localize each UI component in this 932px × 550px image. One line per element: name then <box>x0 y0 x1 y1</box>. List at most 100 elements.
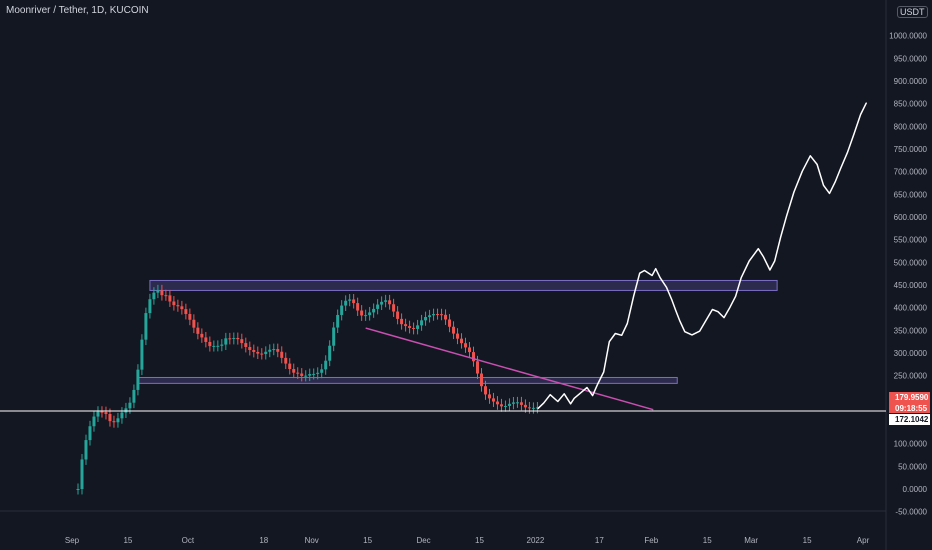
x-tick-label: 15 <box>803 536 812 545</box>
price-badges: 179.9590 09:18:55 172.1042 <box>889 392 930 425</box>
x-tick-label: 15 <box>703 536 712 545</box>
y-tick-label: 250.0000 <box>894 372 928 381</box>
candle <box>308 374 312 376</box>
y-tick-label: 850.0000 <box>894 100 928 109</box>
candle <box>172 301 176 306</box>
candle <box>256 351 260 354</box>
candle <box>507 403 511 406</box>
y-tick-label: 350.0000 <box>894 326 928 335</box>
candle <box>116 418 120 423</box>
candle <box>152 292 156 300</box>
candle <box>228 338 232 340</box>
candle <box>436 314 440 316</box>
chart-title: Moonriver / Tether, 1D, KUCOIN <box>6 5 149 16</box>
candle <box>208 341 212 347</box>
candle <box>248 346 252 351</box>
candle <box>132 389 136 403</box>
zone-1 <box>149 279 778 291</box>
candle <box>108 413 112 422</box>
candle <box>368 312 372 316</box>
candle <box>420 320 424 326</box>
horizontal-line-label: 172.1042 <box>895 415 929 424</box>
y-tick-label: 100.0000 <box>894 440 928 449</box>
candle <box>304 375 308 377</box>
candle <box>156 290 160 293</box>
x-tick-label: 2022 <box>527 536 545 545</box>
candle <box>531 407 535 409</box>
candle <box>148 299 152 314</box>
candle <box>196 327 200 334</box>
x-tick-label: 15 <box>475 536 484 545</box>
candle <box>491 398 495 402</box>
projection-path <box>537 102 867 410</box>
candle <box>276 349 280 352</box>
y-tick-label: 500.0000 <box>894 258 928 267</box>
candle <box>360 310 364 316</box>
horizontal-line-badge <box>889 414 930 425</box>
candle <box>296 372 300 374</box>
candle <box>456 333 460 339</box>
y-tick-label: 0.0000 <box>903 485 928 494</box>
candle <box>468 347 472 353</box>
candle <box>464 343 468 348</box>
candle <box>104 412 108 414</box>
candle <box>483 386 487 395</box>
y-tick-label: 1000.0000 <box>889 32 927 41</box>
candle <box>392 304 396 312</box>
x-tick-label: 18 <box>259 536 268 545</box>
candle <box>336 314 340 328</box>
x-tick-label: Sep <box>65 536 80 545</box>
candle <box>428 315 432 318</box>
y-tick-label: 550.0000 <box>894 236 928 245</box>
candle <box>212 345 216 347</box>
candle <box>412 327 416 329</box>
x-tick-label: Oct <box>182 536 195 545</box>
x-tick-label: Mar <box>744 536 758 545</box>
zone-2 <box>137 376 678 384</box>
candle <box>320 369 324 373</box>
drawings <box>0 102 886 412</box>
candle <box>252 350 256 352</box>
y-tick-label: 450.0000 <box>894 281 928 290</box>
y-tick-label: 750.0000 <box>894 145 928 154</box>
candle <box>344 300 348 306</box>
candle <box>164 295 168 297</box>
candle <box>476 361 479 374</box>
candle <box>260 353 264 355</box>
candle <box>472 352 476 362</box>
countdown-badge <box>889 403 930 413</box>
candle <box>76 489 80 490</box>
candle <box>424 317 428 321</box>
x-tick-label: Nov <box>305 536 319 545</box>
candle <box>487 394 491 399</box>
candle <box>495 401 499 405</box>
candle <box>84 440 88 460</box>
x-tick-label: 17 <box>595 536 604 545</box>
candle <box>284 357 288 364</box>
candle <box>332 327 336 346</box>
candle <box>184 309 188 314</box>
candle <box>176 305 180 307</box>
candle <box>324 360 328 370</box>
last-price-label: 179.9590 <box>895 393 929 402</box>
y-tick-label: 50.0000 <box>898 462 927 471</box>
candle <box>236 337 240 340</box>
x-tick-label: Feb <box>644 536 658 545</box>
candle <box>144 313 148 340</box>
candle <box>448 319 452 327</box>
currency-button[interactable]: USDT <box>897 6 928 18</box>
y-tick-label: 900.0000 <box>894 77 928 86</box>
candle <box>180 306 184 310</box>
candle <box>535 407 539 409</box>
y-axis-ticks: 1000.0000 950.0000 900.0000 850.0000 800.000… <box>889 32 927 517</box>
candle <box>112 421 116 423</box>
candle <box>376 304 380 309</box>
candle <box>272 349 276 351</box>
candle <box>96 411 100 417</box>
candle <box>188 313 192 320</box>
candle <box>384 300 388 302</box>
candle <box>388 300 392 305</box>
candle <box>292 369 296 373</box>
y-tick-label: 650.0000 <box>894 190 928 199</box>
